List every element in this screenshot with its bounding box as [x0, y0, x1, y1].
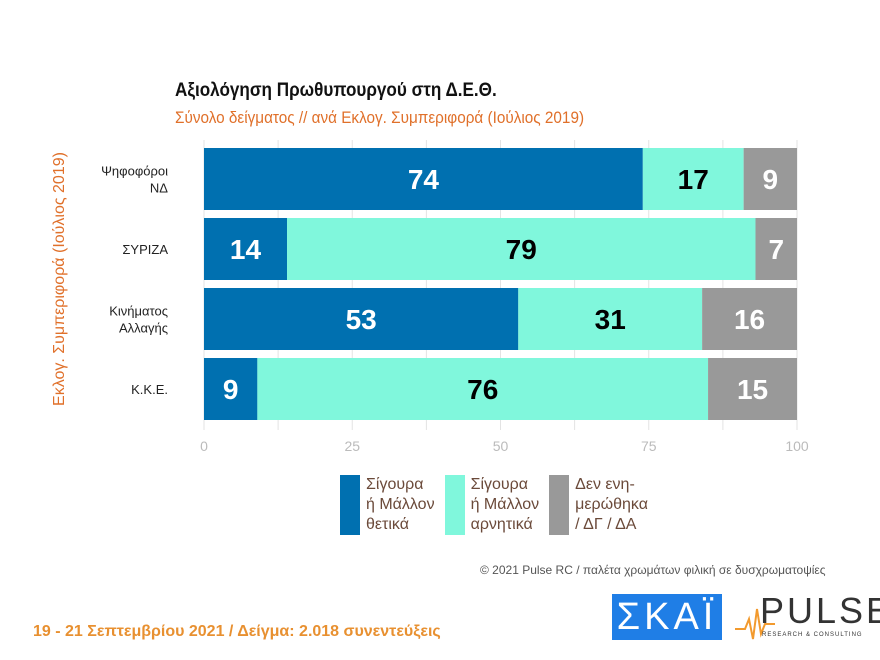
bar-segment: [743, 148, 797, 210]
data-label: 17: [678, 164, 709, 195]
legend-swatch: [444, 475, 465, 535]
data-label: 76: [467, 374, 498, 405]
footer-sample-info: 19 - 21 Σεπτεμβρίου 2021 / Δείγμα: 2.018…: [33, 623, 441, 640]
legend-item: Δεν ενη- μερώθηκα / ΔΓ / ΔΑ: [549, 475, 648, 535]
bar-segment: [642, 148, 744, 210]
data-label: 9: [223, 374, 239, 405]
data-label: 79: [506, 234, 537, 265]
x-tick-label: 25: [344, 438, 360, 454]
legend-label: Σίγουρα ή Μάλλον αρνητικά: [470, 476, 540, 533]
bar-segment: [708, 358, 797, 420]
category-label: Κινήματος Αλλαγής: [109, 304, 168, 336]
bar-segment: [755, 218, 797, 280]
x-tick-label: 0: [200, 438, 208, 454]
x-tick-label: 75: [641, 438, 657, 454]
legend-item: Σίγουρα ή Μάλλον θετικά: [340, 475, 435, 535]
chart-title: Αξιολόγηση Πρωθυπουργού στη Δ.Ε.Θ.: [175, 80, 497, 101]
pulse-logo-subtext: RESEARCH & CONSULTING: [762, 632, 863, 638]
data-label: 53: [346, 304, 377, 335]
legend-swatch: [340, 475, 360, 535]
x-tick-label: 50: [493, 438, 509, 454]
bar-segment: [204, 358, 258, 420]
skai-logo: ΣΚΑΪ: [612, 594, 722, 640]
legend: Σίγουρα ή Μάλλον θετικά Σίγουρα ή Μάλλον …: [340, 475, 648, 535]
legend-swatch: [549, 475, 570, 535]
data-label: 16: [734, 304, 765, 335]
category-label: Κ.Κ.Ε.: [131, 382, 168, 397]
bar-segment: [518, 288, 703, 350]
credits: © 2021 Pulse RC / παλέτα χρωμάτων φιλική…: [480, 563, 826, 577]
category-label: ΣΥΡΙΖΑ: [122, 242, 168, 257]
bar-segment: [702, 288, 797, 350]
data-label: 7: [768, 234, 784, 265]
x-tick-label: 100: [785, 438, 809, 454]
bar-segment: [204, 218, 288, 280]
data-label: 14: [230, 234, 262, 265]
bar-segment: [257, 358, 709, 420]
data-label: 74: [408, 164, 440, 195]
pulse-logo: [735, 608, 775, 640]
stacked-bar-chart: 0 25 50 75 100 74 17 9 Ψηφοφόροι ΝΔ 14 79 7 ΣΥΡΙΖΑ 53 3…: [101, 140, 809, 454]
pulse-logo-text: PULSE: [760, 590, 880, 631]
data-label: 9: [763, 164, 779, 195]
bar-segment: [204, 288, 519, 350]
legend-label: Σίγουρα ή Μάλλον θετικά: [366, 476, 435, 533]
data-label: 15: [737, 374, 768, 405]
legend-item: Σίγουρα ή Μάλλον αρνητικά: [444, 475, 540, 535]
data-label: 31: [595, 304, 626, 335]
category-label: Ψηφοφόροι ΝΔ: [101, 164, 168, 196]
bar-segment: [287, 218, 756, 280]
chart-subtitle: Σύνολο δείγματος // ανά Εκλογ. Συμπεριφο…: [175, 108, 585, 127]
legend-label: Δεν ενη- μερώθηκα / ΔΓ / ΔΑ: [575, 476, 648, 533]
bar-segment: [204, 148, 643, 210]
